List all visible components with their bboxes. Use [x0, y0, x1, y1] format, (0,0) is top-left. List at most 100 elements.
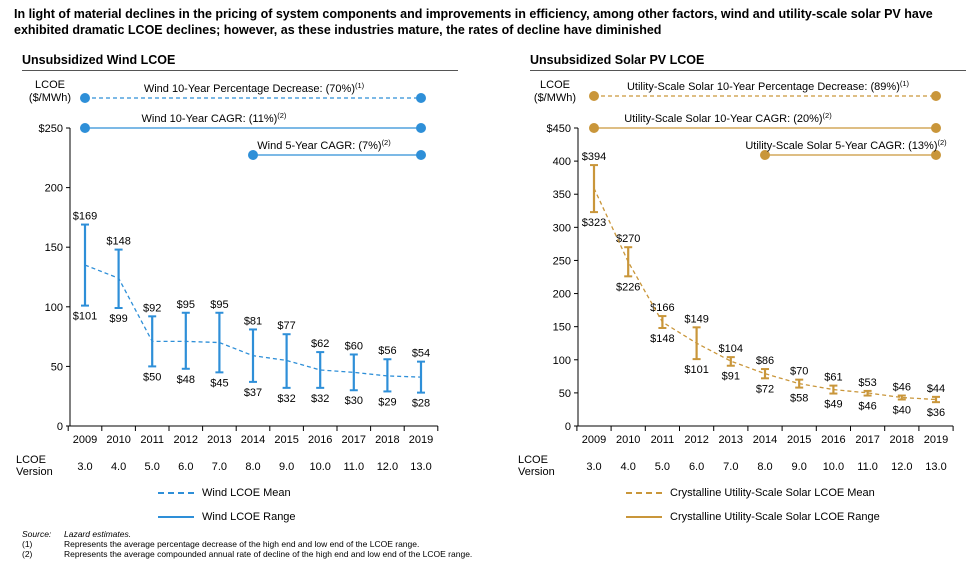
high-value-label: $148: [106, 236, 130, 248]
annotation-dot: [589, 91, 599, 101]
footnote-key: (2): [22, 549, 33, 559]
low-value-label: $28: [412, 398, 430, 410]
y-tick-label: $450: [547, 123, 571, 135]
low-value-label: $40: [893, 405, 911, 417]
x-tick-label: 2009: [73, 434, 97, 446]
x-tick-label: 2011: [651, 434, 675, 446]
version-value: 7.0: [212, 461, 227, 473]
y-tick-label: 400: [553, 156, 571, 168]
version-value: 6.0: [178, 461, 193, 473]
annotation-label: Utility-Scale Solar 10-Year CAGR: (20%)(…: [624, 111, 832, 125]
x-tick-label: 2019: [924, 434, 948, 446]
footnote-1: (1) Represents the average percentage de…: [22, 539, 722, 549]
version-row-label: LCOE: [16, 454, 46, 466]
low-value-label: $45: [210, 377, 228, 389]
version-value: 4.0: [621, 461, 636, 473]
dashed-line-swatch: [626, 492, 662, 494]
page-headline: In light of material declines in the pri…: [14, 7, 933, 37]
annotation-label: Wind 10-Year Percentage Decrease: (70%)(…: [144, 81, 365, 95]
annotation-dot: [416, 150, 426, 160]
legend-label: Crystalline Utility-Scale Solar LCOE Ran…: [670, 511, 880, 523]
high-value-label: $92: [143, 302, 161, 314]
low-value-label: $48: [177, 374, 195, 386]
footnote-marker: (2): [937, 138, 947, 147]
x-tick-label: 2016: [821, 434, 845, 446]
annotation-dot: [589, 123, 599, 133]
x-tick-label: 2014: [241, 434, 265, 446]
low-value-label: $91: [722, 371, 740, 383]
footnote-marker: (2): [382, 138, 392, 147]
legend-label: Crystalline Utility-Scale Solar LCOE Mea…: [670, 487, 875, 499]
wind-range-legend: Wind LCOE Range: [158, 511, 296, 523]
high-value-label: $62: [311, 338, 329, 350]
version-value: 13.0: [925, 461, 946, 473]
high-value-label: $394: [582, 151, 606, 163]
y-tick-label: 100: [45, 302, 63, 314]
y-tick-label: 250: [553, 255, 571, 267]
low-value-label: $50: [143, 371, 161, 383]
annotation-dot: [80, 123, 90, 133]
y-axis-title: ($/MWh): [29, 92, 71, 104]
x-tick-label: 2018: [890, 434, 914, 446]
solar-panel-title: Unsubsidized Solar PV LCOE: [530, 53, 705, 67]
version-value: 4.0: [111, 461, 126, 473]
solid-line-swatch: [626, 516, 662, 518]
high-value-label: $60: [345, 340, 363, 352]
version-value: 9.0: [279, 461, 294, 473]
solar-lcoe-chart: LCOE($/MWh)050100150200250300350400$4502…: [518, 79, 954, 478]
high-value-label: $54: [412, 348, 430, 360]
high-value-label: $61: [824, 372, 842, 384]
x-tick-label: 2015: [274, 434, 298, 446]
low-value-label: $37: [244, 387, 262, 399]
footnote-key: Source:: [22, 529, 52, 539]
legend-label: Wind LCOE Mean: [202, 487, 291, 499]
high-value-label: $169: [73, 211, 97, 223]
solid-line-swatch: [158, 516, 194, 518]
high-value-label: $95: [210, 299, 228, 311]
x-tick-label: 2013: [719, 434, 743, 446]
y-tick-label: 0: [565, 421, 571, 433]
low-value-label: $49: [824, 399, 842, 411]
footnote-marker: (2): [277, 111, 287, 120]
x-tick-label: 2014: [753, 434, 777, 446]
x-tick-label: 2018: [375, 434, 399, 446]
x-tick-label: 2009: [582, 434, 606, 446]
annotation-dot: [931, 91, 941, 101]
version-value: 11.0: [857, 461, 878, 473]
y-tick-label: 0: [57, 421, 63, 433]
high-value-label: $46: [893, 382, 911, 394]
version-value: 5.0: [655, 461, 670, 473]
x-tick-label: 2012: [684, 434, 708, 446]
low-value-label: $101: [73, 311, 97, 323]
x-tick-label: 2016: [308, 434, 332, 446]
footnote-text: Represents the average percentage decrea…: [64, 539, 420, 549]
mean-line: [84, 264, 422, 378]
high-value-label: $53: [858, 377, 876, 389]
y-tick-label: 150: [553, 322, 571, 334]
annotation-dot: [80, 93, 90, 103]
annotation-label: Wind 5-Year CAGR: (7%)(2): [257, 138, 391, 152]
low-value-label: $46: [858, 401, 876, 413]
high-value-label: $56: [378, 345, 396, 357]
high-value-label: $86: [756, 355, 774, 367]
low-value-label: $148: [650, 333, 674, 345]
y-tick-label: $250: [39, 123, 63, 135]
x-tick-label: 2013: [207, 434, 231, 446]
low-value-label: $30: [345, 395, 363, 407]
version-value: 5.0: [145, 461, 160, 473]
footnote-text: Represents the average compounded annual…: [64, 549, 473, 559]
solar-range-legend: Crystalline Utility-Scale Solar LCOE Ran…: [626, 511, 880, 523]
high-value-label: $81: [244, 315, 262, 327]
x-tick-label: 2010: [616, 434, 640, 446]
version-value: 8.0: [245, 461, 260, 473]
footnotes: Source: Lazard estimates. (1) Represents…: [22, 529, 722, 559]
version-value: 9.0: [792, 461, 807, 473]
high-value-label: $104: [719, 343, 743, 355]
annotation-label: Utility-Scale Solar 10-Year Percentage D…: [627, 79, 910, 93]
high-value-label: $77: [277, 320, 295, 332]
high-value-label: $166: [650, 302, 674, 314]
x-tick-label: 2017: [855, 434, 879, 446]
footnote-marker: (2): [823, 111, 833, 120]
low-value-label: $226: [616, 281, 640, 293]
